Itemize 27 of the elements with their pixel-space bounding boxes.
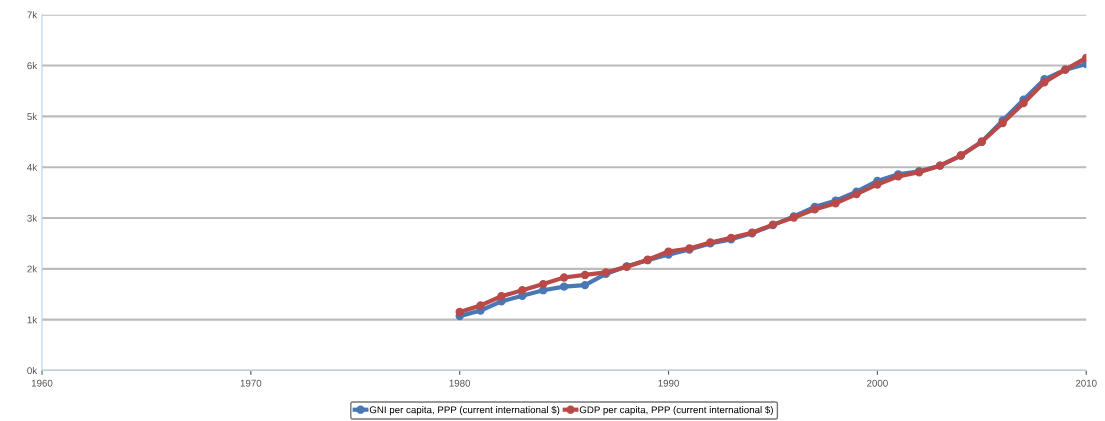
y-tick-label: 6k xyxy=(27,62,38,70)
y-tick-label: 4k xyxy=(27,163,38,171)
point xyxy=(1019,98,1028,108)
point xyxy=(580,270,590,280)
point xyxy=(580,280,590,290)
point xyxy=(455,307,464,317)
y-tick-label: 0k xyxy=(27,366,38,375)
point xyxy=(873,180,882,189)
legend-label: GNI per capita, PPP (current international $) xyxy=(369,405,560,416)
point xyxy=(539,279,548,289)
y-tick-label: 7k xyxy=(27,11,38,19)
x-tick-label: 1980 xyxy=(449,379,471,387)
x-tick-label: 1960 xyxy=(31,379,53,387)
y-tick-label: 3k xyxy=(27,214,38,222)
x-tick-label: 1990 xyxy=(658,379,679,387)
y-tick-label: 2k xyxy=(27,265,38,273)
legend-label: GDP per capita, PPP (current international $) xyxy=(579,405,773,416)
y-tick-label: 5k xyxy=(27,112,38,120)
point xyxy=(559,273,569,282)
point xyxy=(559,282,569,291)
x-tick-label: 2010 xyxy=(1075,379,1097,387)
x-tick-label: 1970 xyxy=(240,379,262,387)
x-tick-label: 2000 xyxy=(867,379,888,387)
y-tick-label: 1k xyxy=(27,316,38,324)
point xyxy=(476,301,485,310)
point xyxy=(497,292,506,301)
point xyxy=(518,286,527,295)
